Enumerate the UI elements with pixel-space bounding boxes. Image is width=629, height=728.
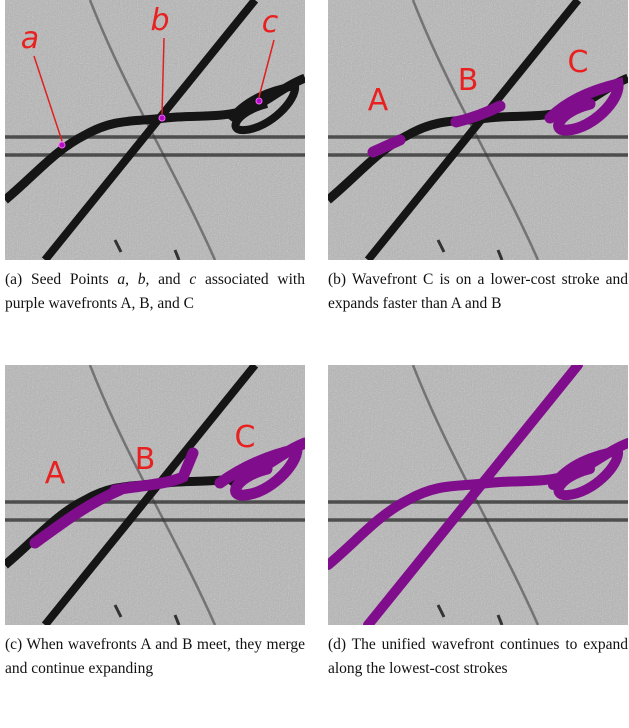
caption-text: , and [146,271,190,288]
caption: (c) When wavefronts A and B meet, they m… [5,633,305,681]
subfigure: A B C (b) Wavefront C is on a lower-cost st… [328,0,628,316]
caption: (d) The unified wavefront continues to e… [328,633,628,681]
figure: abc(a) Seed Points a, b, and c associate… [0,0,629,728]
seed-point [256,98,262,104]
caption-text: b [138,271,146,288]
caption-text: (c) When wavefronts A and B meet, they m… [5,636,305,677]
caption: (b) Wavefront C is on a lower-cost strok… [328,268,628,316]
stroke-image [5,0,305,260]
label: B [135,442,156,477]
caption-text: a [117,271,125,288]
label: C [568,45,589,80]
label: c [262,5,279,40]
label: A [45,456,66,491]
subfigure-image: a b c [5,0,305,260]
subfigure: (d) The unified wavefront continues to e… [328,365,628,681]
label: A [368,83,389,118]
caption-text: (d) The unified wavefront continues to e… [328,636,628,677]
caption-text: (b) Wavefront C is on a lower-cost strok… [328,271,628,312]
seed-point [159,115,165,121]
seed-point [59,142,65,148]
label: a [21,21,39,56]
subfigure-image: A B C [328,0,628,260]
label: b [150,3,169,38]
caption: (a) Seed Points a, b, and c associated w… [5,268,305,316]
caption-text: (a) Seed Points [5,271,117,288]
label: C [235,420,256,455]
caption-text: , [125,271,138,288]
subfigure-image [328,365,628,625]
subfigure-image: A B C [5,365,305,625]
subfigure: A B C (c) When wavefronts A and B meet, the… [5,365,305,681]
label: B [458,63,479,98]
